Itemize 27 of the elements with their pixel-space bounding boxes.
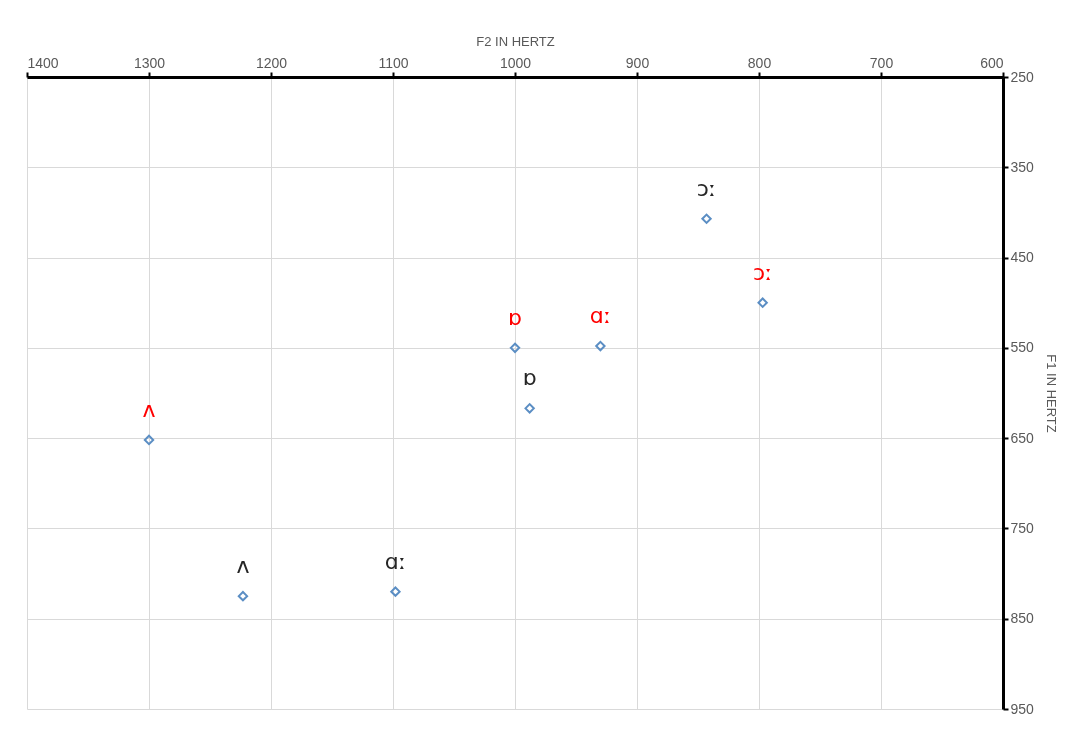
x-tick-label: 1000	[499, 54, 532, 71]
x-tick-label: 700	[869, 54, 894, 71]
data-label: ɔː	[752, 259, 773, 285]
data-label: ɑː	[384, 548, 407, 574]
data-label: ɒ	[522, 365, 537, 391]
x-tick-label: 900	[625, 54, 650, 71]
data-label: ɔː	[696, 175, 717, 201]
data-label: ʌ	[142, 396, 156, 422]
x-tick-label: 600	[980, 54, 1004, 71]
x-tick-label: 1100	[378, 54, 409, 71]
y-tick-label: 550	[1010, 339, 1035, 356]
y-axis-title: F1 IN HERTZ	[1043, 354, 1059, 433]
y-tick-label: 250	[1010, 68, 1035, 85]
x-tick-label: 800	[747, 54, 772, 71]
y-tick-label: 950	[1010, 700, 1035, 717]
x-tick-label: 1200	[255, 54, 288, 71]
data-label: ɑː	[589, 303, 612, 329]
y-tick-label: 750	[1010, 519, 1035, 536]
data-label: ɒ	[508, 304, 522, 330]
x-tick-label: 1400	[27, 54, 59, 71]
y-tick-label: 350	[1010, 158, 1035, 175]
data-label: ʌ	[236, 553, 250, 579]
x-tick-label: 1300	[133, 54, 166, 71]
x-axis-title: F2 IN HERTZ	[476, 33, 555, 49]
y-tick-label: 450	[1010, 249, 1035, 266]
y-tick-label: 850	[1010, 610, 1035, 627]
y-tick-label: 650	[1010, 429, 1035, 446]
